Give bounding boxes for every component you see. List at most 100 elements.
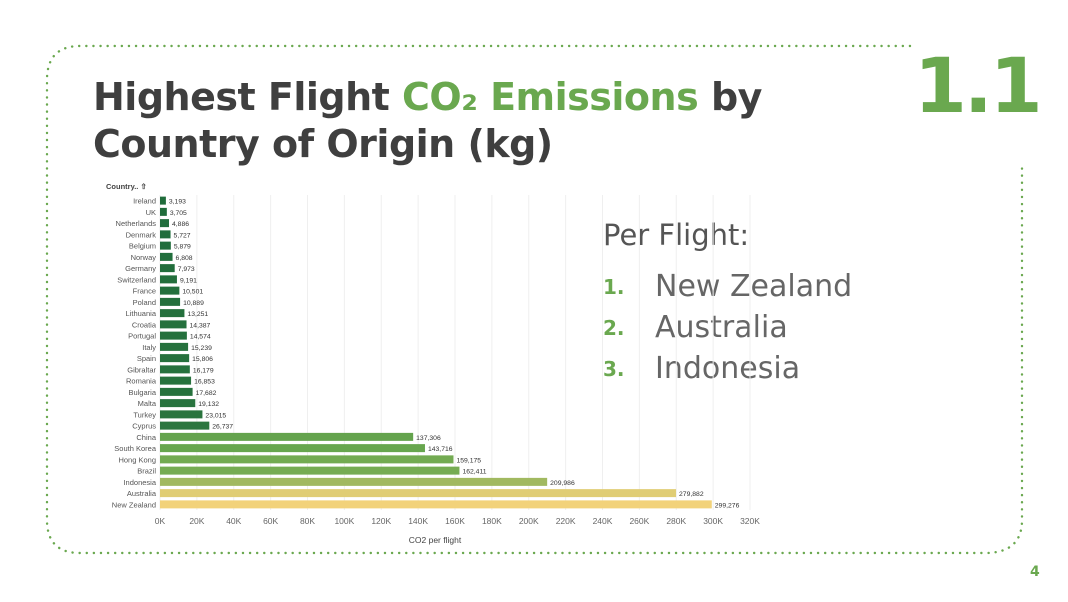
data-label: 279,882: [679, 491, 704, 498]
ranking-country: Australia: [655, 310, 788, 345]
bar: [160, 421, 210, 430]
data-label: 17,682: [196, 390, 217, 397]
title-line2: Country of Origin (kg): [93, 122, 553, 166]
category-label: Bulgaria: [128, 388, 156, 397]
bar: [160, 297, 181, 306]
ranking-item: 3. Indonesia: [603, 348, 852, 389]
data-label: 7,973: [178, 266, 195, 273]
category-label: Indonesia: [123, 478, 156, 487]
bar: [160, 196, 166, 205]
category-label: Poland: [133, 298, 156, 307]
x-tick-label: 0K: [155, 516, 166, 526]
bar: [160, 365, 190, 374]
category-label: Switzerland: [117, 275, 156, 284]
bar: [160, 275, 177, 284]
category-label: Cyprus: [132, 422, 156, 431]
category-label: Australia: [127, 489, 157, 498]
bar: [160, 354, 190, 363]
category-label: Belgium: [129, 242, 156, 251]
category-label: Ireland: [133, 197, 156, 206]
category-label: China: [136, 433, 156, 442]
bar: [160, 230, 171, 239]
category-label: Gibraltar: [127, 365, 156, 374]
ranking-number: 3.: [603, 356, 625, 381]
x-tick-label: 20K: [189, 516, 204, 526]
ranking-item: 2. Australia: [603, 307, 852, 348]
bar: [160, 432, 414, 441]
co2-bar-chart: 0K 20K 40K 60K 80K 100K 120K 140K 160K 180K 200K 22…: [106, 182, 760, 545]
data-label: 14,574: [190, 334, 211, 341]
bar: [160, 219, 170, 228]
data-label: 3,193: [169, 199, 186, 206]
x-tick-label: 140K: [408, 516, 428, 526]
x-tick-label: 260K: [629, 516, 649, 526]
data-label: 159,175: [456, 457, 481, 464]
category-label: Croatia: [132, 320, 157, 329]
x-tick-label: 120K: [371, 516, 391, 526]
data-label: 6,808: [176, 255, 193, 262]
data-label: 13,251: [187, 311, 208, 318]
data-label: 15,806: [192, 356, 213, 363]
bar: [160, 477, 548, 486]
data-label: 10,501: [182, 289, 203, 296]
section-number: 1.1: [914, 41, 1043, 130]
bar: [160, 444, 425, 453]
category-label: Germany: [125, 264, 156, 273]
category-label: Denmark: [126, 230, 157, 239]
data-label: 162,411: [462, 469, 486, 476]
ranking-item: 1. New Zealand: [603, 266, 852, 307]
data-label: 10,889: [183, 300, 204, 307]
ranking-country: Indonesia: [655, 351, 801, 386]
x-tick-label: 280K: [666, 516, 686, 526]
category-label: Netherlands: [116, 219, 157, 228]
bar: [160, 376, 192, 385]
data-label: 19,132: [198, 401, 219, 408]
data-label: 4,886: [172, 221, 189, 228]
data-label: 23,015: [205, 412, 226, 419]
x-tick-label: 100K: [334, 516, 354, 526]
data-label: 16,853: [194, 379, 215, 386]
category-label: Hong Kong: [118, 455, 156, 464]
data-label: 209,986: [550, 480, 575, 487]
data-label: 137,306: [416, 435, 441, 442]
ranking-number: 2.: [603, 315, 625, 340]
bar: [160, 241, 171, 250]
data-label: 299,276: [715, 502, 740, 509]
data-label: 26,737: [212, 424, 233, 431]
x-tick-label: 160K: [445, 516, 465, 526]
title-accent: CO₂ Emissions: [402, 75, 699, 119]
category-label: Brazil: [137, 467, 156, 476]
category-label: South Korea: [114, 444, 157, 453]
bar: [160, 264, 175, 273]
data-label: 9,191: [180, 277, 197, 284]
ranking-number: 1.: [603, 274, 625, 299]
x-tick-label: 180K: [482, 516, 502, 526]
bar: [160, 342, 189, 351]
bar: [160, 309, 185, 318]
category-label: Italy: [142, 343, 156, 352]
category-label: France: [133, 287, 156, 296]
category-label: Turkey: [133, 410, 156, 419]
bar: [160, 455, 454, 464]
data-label: 5,879: [174, 244, 191, 251]
bar: [160, 207, 167, 216]
bar: [160, 331, 187, 340]
x-tick-label: 60K: [263, 516, 278, 526]
category-label: Romania: [126, 377, 157, 386]
bar: [160, 489, 677, 498]
data-label: 16,179: [193, 367, 214, 374]
data-label: 14,387: [190, 322, 211, 329]
title-part2: by: [698, 75, 762, 119]
bar: [160, 466, 460, 475]
ranking-list: 1. New Zealand 2. Australia 3. Indonesia: [603, 266, 852, 389]
category-label: Portugal: [128, 332, 156, 341]
data-label: 15,239: [191, 345, 212, 352]
category-label: New Zealand: [112, 500, 156, 509]
category-header: Country.. ⇧: [106, 182, 147, 191]
page-number: 4: [1030, 564, 1040, 580]
bar: [160, 387, 193, 396]
slide-title: Highest Flight CO₂ Emissions by Country …: [93, 74, 762, 168]
bar: [160, 500, 712, 509]
